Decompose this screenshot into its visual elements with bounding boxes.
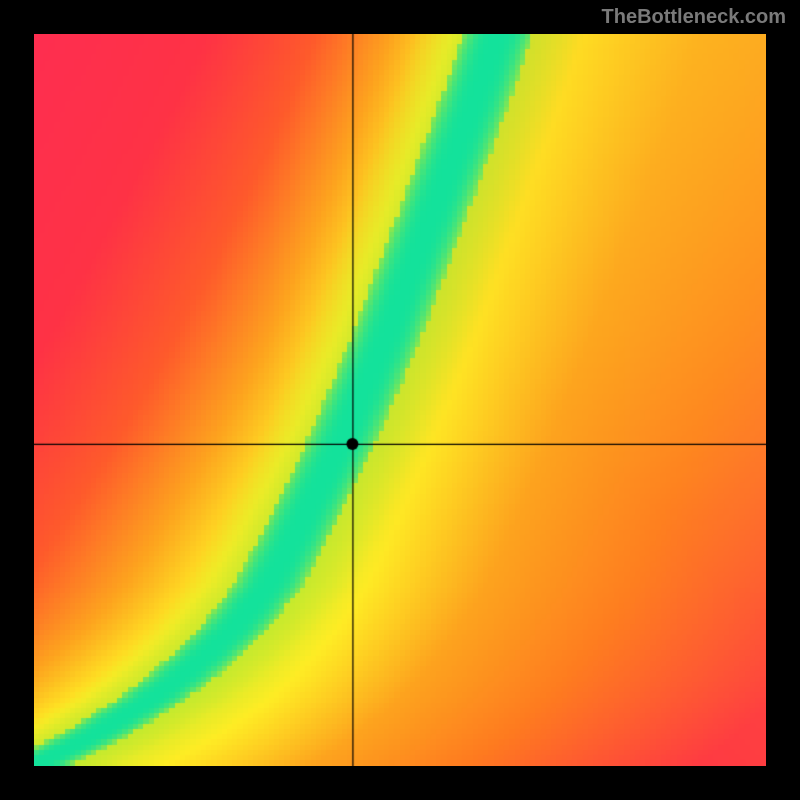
- crosshair-overlay: [34, 34, 766, 766]
- watermark-text: TheBottleneck.com: [602, 6, 786, 29]
